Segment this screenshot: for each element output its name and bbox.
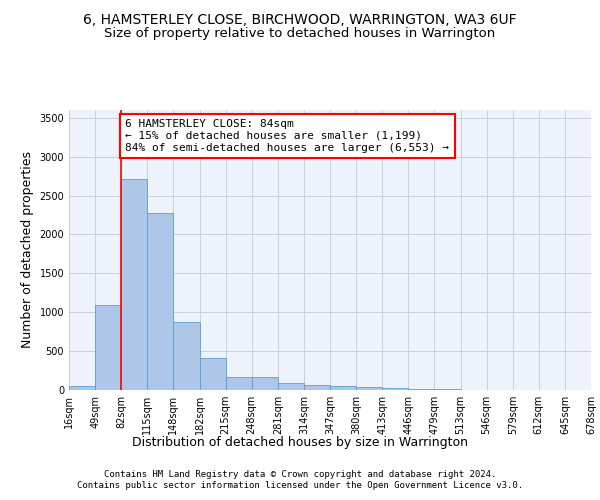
Bar <box>382 388 409 390</box>
Text: Contains HM Land Registry data © Crown copyright and database right 2024.
Contai: Contains HM Land Registry data © Crown c… <box>77 470 523 490</box>
Bar <box>409 389 434 390</box>
Bar <box>356 388 382 390</box>
Bar <box>148 214 173 390</box>
Bar <box>304 386 330 390</box>
Bar <box>252 377 278 390</box>
Bar <box>278 383 304 390</box>
Bar <box>121 179 148 390</box>
Text: Size of property relative to detached houses in Warrington: Size of property relative to detached ho… <box>104 28 496 40</box>
Text: Distribution of detached houses by size in Warrington: Distribution of detached houses by size … <box>132 436 468 449</box>
Text: 6, HAMSTERLEY CLOSE, BIRCHWOOD, WARRINGTON, WA3 6UF: 6, HAMSTERLEY CLOSE, BIRCHWOOD, WARRINGT… <box>83 12 517 26</box>
Bar <box>330 386 356 390</box>
Bar <box>69 386 95 390</box>
Bar <box>199 358 226 390</box>
Bar <box>226 377 252 390</box>
Y-axis label: Number of detached properties: Number of detached properties <box>21 152 34 348</box>
Bar <box>173 322 199 390</box>
Bar <box>434 389 461 390</box>
Text: 6 HAMSTERLEY CLOSE: 84sqm
← 15% of detached houses are smaller (1,199)
84% of se: 6 HAMSTERLEY CLOSE: 84sqm ← 15% of detac… <box>125 120 449 152</box>
Bar <box>95 305 121 390</box>
